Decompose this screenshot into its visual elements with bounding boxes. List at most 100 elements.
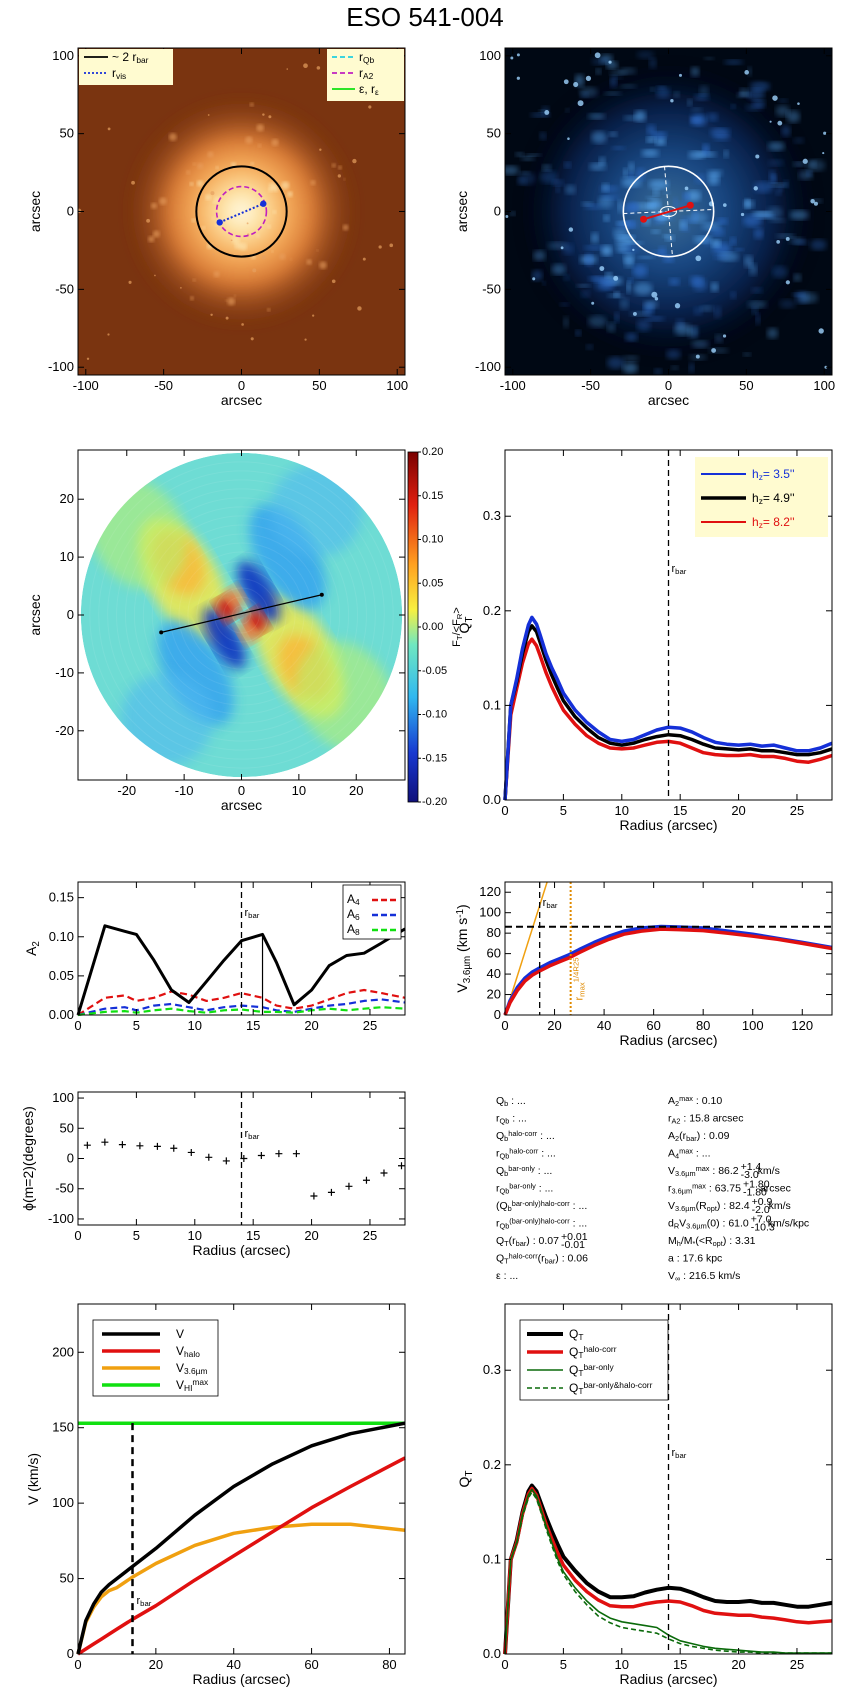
residual-patch	[648, 179, 669, 190]
parameter-row: Qb : ...	[496, 1095, 526, 1108]
residual-star	[772, 95, 778, 101]
data-point	[310, 1192, 318, 1200]
galaxy-image	[78, 48, 405, 375]
legend: QT QThalo-corr QTbar-only QTbar-only&halo-c…	[519, 1319, 669, 1401]
residual-patch	[615, 244, 630, 253]
force-blob	[202, 607, 246, 670]
residual-patch	[539, 131, 547, 141]
panel-force-map: -20 -10 0 10 20-20-1001020arcsecarcsec0.200.…	[27, 446, 464, 813]
data-point	[205, 1153, 213, 1161]
panel-qt-corrections: 0 5 10 15 20 25 0.0 0.1 0.2 0.3 Radius (arcsec) rba…	[456, 1303, 833, 1687]
residual-patch	[591, 232, 599, 244]
star-knot	[271, 138, 279, 147]
y-tick-label: 0	[67, 607, 74, 622]
x-tick-label: 15	[673, 803, 687, 818]
star-knot	[249, 102, 254, 107]
y-tick-label: -50	[482, 281, 501, 296]
x-tick-label: 40	[226, 1657, 240, 1672]
parameter-row: V∞ : 216.5 km/s	[668, 1270, 740, 1283]
residual-patch	[700, 305, 714, 312]
background-star	[212, 253, 215, 256]
star-knot	[259, 215, 265, 220]
residual-patch	[650, 87, 655, 92]
y-tick-label: 60	[487, 946, 501, 961]
parameter-row: A2(rbar) : 0.09	[668, 1130, 730, 1143]
background-star	[262, 113, 265, 116]
residual-patch	[622, 362, 638, 374]
residual-patch	[799, 292, 818, 304]
legend-label: QT	[569, 1327, 583, 1342]
x-tick-label: 5	[133, 1018, 140, 1033]
residual-star	[516, 76, 520, 80]
residual-patch	[673, 91, 680, 98]
y-axis-label: arcsec	[27, 191, 43, 232]
x-tick-label: 15	[246, 1018, 260, 1033]
residual-patch	[634, 110, 647, 122]
x-tick-label: 20	[731, 803, 745, 818]
contour-ring	[214, 587, 269, 643]
legend-label: hz= 8.2''	[752, 515, 794, 530]
parameter-unit: km/s	[758, 1165, 780, 1177]
x-tick-label: 120	[791, 1018, 813, 1033]
error-plus: +7.0	[751, 1214, 772, 1226]
star-knot	[342, 224, 349, 231]
residual-star	[785, 280, 790, 285]
rbar-label: rbar	[137, 1595, 152, 1608]
contour-ring	[205, 578, 278, 652]
y-tick-label: 0.10	[49, 929, 74, 944]
residual-star	[769, 120, 772, 123]
parameter-row: Qbbar-only : ...	[496, 1164, 552, 1178]
star-knot	[338, 165, 343, 170]
background-star	[250, 337, 254, 341]
panel-qt-profiles: 0 5 10 15 20 25 0.0 0.1 0.2 0.3 Radius (arcsec) rba…	[456, 449, 833, 833]
background-star	[316, 66, 321, 70]
bar-endpoint	[686, 201, 694, 209]
y-tick-label: -100	[475, 359, 501, 374]
star-knot	[205, 194, 212, 201]
residual-patch	[563, 161, 572, 169]
star-knot	[250, 161, 254, 166]
residual-star	[810, 198, 815, 204]
background-star	[268, 115, 272, 119]
x-tick-label: 0	[74, 1018, 81, 1033]
residual-patch	[681, 216, 691, 224]
residual-patch	[623, 355, 639, 362]
residual-patch	[713, 254, 729, 260]
residual-patch	[519, 170, 531, 175]
background-star	[207, 114, 210, 116]
residual-patch	[730, 104, 736, 109]
residual-star	[722, 334, 727, 338]
circle-2rbar	[622, 165, 715, 258]
residual-patch	[563, 316, 569, 329]
residual-patch	[743, 200, 755, 209]
residual-patch	[772, 265, 788, 279]
residual-star	[651, 291, 658, 298]
residual-patch	[598, 196, 613, 209]
residual-patch	[641, 149, 659, 157]
residual-patch	[623, 168, 628, 178]
residual-star	[632, 311, 637, 316]
map-content	[80, 452, 403, 778]
x-tick-label: -20	[117, 783, 136, 798]
background-star	[107, 333, 110, 336]
force-blob	[249, 504, 326, 610]
legend-label: rQb	[359, 50, 375, 65]
residual-patch	[541, 281, 547, 286]
panel-phase-angle: 0 5 10 15 20 25 -100 -50 0 50 100 Radius (arcsec) rb…	[20, 1090, 406, 1258]
residual-patch	[551, 264, 566, 275]
background-star	[389, 243, 394, 248]
force-map	[80, 452, 403, 778]
y-axis-label: A2	[23, 941, 42, 956]
residual-patch	[806, 170, 813, 177]
y-tick-label: 0	[494, 1007, 501, 1022]
series-line	[503, 1483, 833, 1655]
residual-star	[563, 79, 569, 85]
rbar-label: rbar	[672, 1447, 687, 1460]
error-plus: +0.9	[752, 1196, 773, 1208]
data-point	[170, 1144, 178, 1152]
residual-star	[573, 82, 579, 88]
contour-ring	[124, 497, 359, 733]
residual-patch	[768, 218, 786, 223]
